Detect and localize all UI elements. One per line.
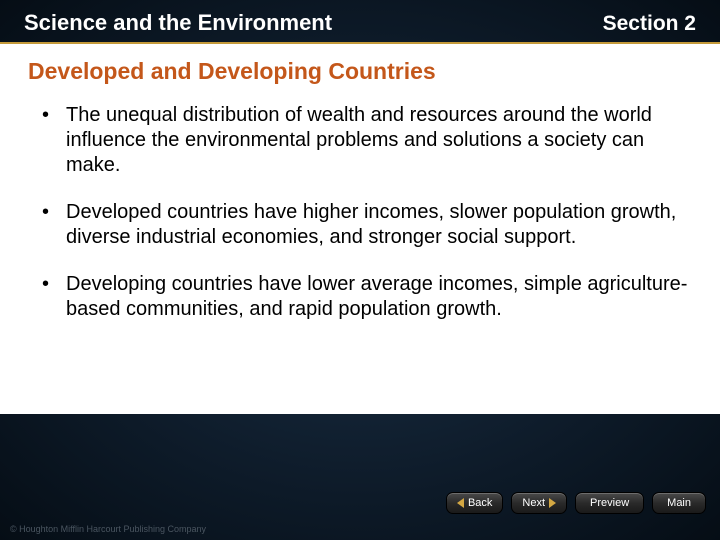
bullet-item: The unequal distribution of wealth and r… bbox=[40, 103, 692, 178]
arrow-right-icon bbox=[549, 498, 556, 508]
main-label: Main bbox=[667, 497, 691, 509]
nav-bar: Back Next Preview Main bbox=[446, 492, 706, 514]
back-button[interactable]: Back bbox=[446, 492, 503, 514]
next-button[interactable]: Next bbox=[511, 492, 567, 514]
slide-footer: Back Next Preview Main © Houghton Miffli… bbox=[0, 470, 720, 540]
preview-button[interactable]: Preview bbox=[575, 492, 644, 514]
preview-label: Preview bbox=[590, 497, 629, 509]
chapter-title: Science and the Environment bbox=[24, 10, 332, 36]
arrow-left-icon bbox=[457, 498, 464, 508]
bullet-item: Developing countries have lower average … bbox=[40, 272, 692, 322]
slide-content: Developed and Developing Countries The u… bbox=[0, 44, 720, 414]
back-label: Back bbox=[468, 497, 492, 509]
next-label: Next bbox=[522, 497, 545, 509]
copyright-text: © Houghton Mifflin Harcourt Publishing C… bbox=[10, 524, 206, 534]
slide-header: Science and the Environment Section 2 bbox=[0, 0, 720, 44]
bullet-list: The unequal distribution of wealth and r… bbox=[28, 103, 692, 322]
main-button[interactable]: Main bbox=[652, 492, 706, 514]
section-label: Section 2 bbox=[603, 10, 696, 36]
bullet-item: Developed countries have higher incomes,… bbox=[40, 200, 692, 250]
slide-title: Developed and Developing Countries bbox=[28, 58, 692, 85]
